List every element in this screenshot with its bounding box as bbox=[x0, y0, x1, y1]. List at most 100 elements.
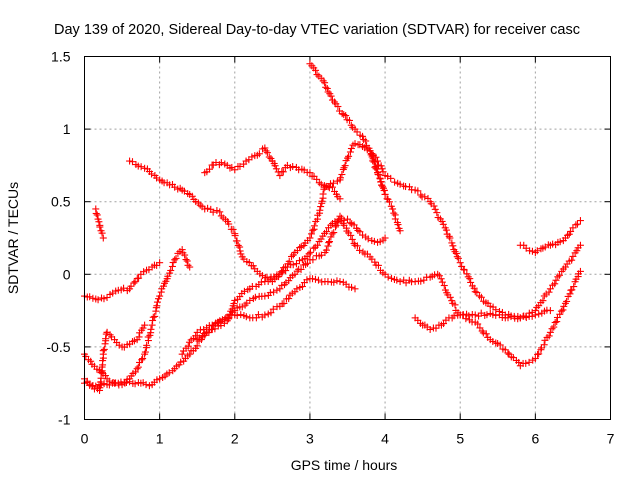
track-g-sample bbox=[137, 163, 145, 171]
track-i-sample bbox=[559, 306, 567, 314]
track-l-point bbox=[381, 190, 389, 198]
track-c-sample bbox=[131, 368, 139, 376]
track-i-sample bbox=[322, 246, 330, 254]
track-g-sample bbox=[148, 170, 156, 178]
track-i-sample bbox=[393, 276, 401, 284]
track-c-sample bbox=[167, 267, 175, 275]
track-j-sample bbox=[463, 270, 471, 278]
track-j-point bbox=[471, 288, 479, 296]
track-h-point bbox=[317, 180, 325, 188]
track-i-point bbox=[261, 292, 269, 300]
track-c-sample bbox=[141, 348, 149, 356]
track-m-sample bbox=[504, 314, 512, 322]
track-c-point bbox=[156, 292, 164, 300]
track-j-point bbox=[546, 285, 554, 293]
track-j-point bbox=[576, 241, 584, 249]
track-j-sample bbox=[310, 222, 318, 230]
track-i-sample bbox=[330, 229, 338, 237]
track-f-point bbox=[126, 378, 134, 386]
track-g-point bbox=[344, 215, 351, 223]
track-c-sample bbox=[182, 256, 190, 264]
x-tick-label: 4 bbox=[381, 431, 389, 447]
track-i-point bbox=[246, 296, 254, 304]
track-c-sample bbox=[151, 312, 159, 320]
track-n-point bbox=[576, 217, 584, 225]
track-i-sample bbox=[522, 359, 530, 367]
track-i-sample bbox=[417, 277, 425, 285]
track-i-point bbox=[546, 328, 554, 336]
track-m-sample bbox=[432, 324, 440, 332]
track-g-sample bbox=[323, 228, 331, 236]
track-j-sample bbox=[317, 203, 325, 211]
track-i-sample bbox=[568, 286, 576, 294]
x-tick-label: 7 bbox=[607, 431, 615, 447]
track-f-sample bbox=[254, 311, 262, 319]
track-i-sample bbox=[384, 273, 392, 281]
track-c-sample bbox=[144, 333, 152, 341]
track-i-sample bbox=[388, 274, 396, 282]
track-j-sample bbox=[387, 174, 395, 182]
track-g-sample bbox=[225, 220, 233, 228]
track-i-sample bbox=[551, 318, 559, 326]
track-c-sample bbox=[184, 261, 192, 269]
data-points bbox=[81, 60, 584, 394]
track-f-point bbox=[156, 375, 164, 383]
track-f-sample bbox=[309, 275, 317, 283]
track-k-sample bbox=[327, 92, 335, 100]
track-g-point bbox=[313, 241, 321, 249]
track-c-sample bbox=[183, 257, 191, 265]
track-h-point bbox=[231, 166, 239, 174]
track-k-sample bbox=[322, 83, 330, 91]
track-l-point bbox=[396, 227, 404, 235]
track-j-sample bbox=[285, 257, 293, 265]
track-e-sample bbox=[139, 324, 147, 332]
track-j-sample bbox=[391, 178, 399, 186]
track-f-sample bbox=[269, 305, 277, 313]
track-j-sample bbox=[307, 230, 315, 238]
track-j-sample bbox=[430, 202, 438, 210]
track-g-sample bbox=[237, 250, 245, 258]
track-f-sample bbox=[193, 342, 201, 350]
track-i-sample bbox=[570, 283, 578, 291]
track-c-sample bbox=[149, 317, 157, 325]
track-c-sample bbox=[168, 262, 176, 270]
track-a-sample bbox=[135, 274, 143, 282]
x-tick-labels: 0 1 2 3 4 5 6 7 bbox=[81, 431, 615, 447]
track-a-sample bbox=[86, 293, 94, 301]
track-j-sample bbox=[573, 247, 581, 255]
track-g-sample bbox=[134, 162, 142, 170]
track-g-sample bbox=[233, 237, 241, 245]
axis-ticks bbox=[84, 56, 611, 420]
track-n-sample bbox=[533, 247, 541, 255]
track-i-sample bbox=[566, 290, 574, 298]
track-c-point bbox=[178, 246, 186, 254]
track-n-sample bbox=[564, 231, 572, 239]
track-i-sample bbox=[332, 223, 340, 231]
track-i-sample bbox=[557, 307, 565, 315]
track-i-sample bbox=[325, 239, 333, 247]
track-n-sample bbox=[573, 220, 581, 228]
track-h-sample bbox=[255, 150, 263, 158]
y-tick-label: 1.5 bbox=[51, 49, 71, 65]
track-j-sample bbox=[296, 244, 304, 252]
track-j-sample bbox=[442, 226, 450, 234]
track-l-sample bbox=[369, 157, 377, 165]
track-l-sample bbox=[377, 178, 385, 186]
track-h-sample bbox=[289, 163, 297, 171]
track-f-sample bbox=[330, 278, 338, 286]
track-c-sample bbox=[138, 356, 146, 364]
track-j-sample bbox=[477, 293, 485, 301]
x-tick-label: 5 bbox=[456, 431, 464, 447]
track-j-point bbox=[561, 263, 569, 271]
track-h-sample bbox=[265, 153, 273, 161]
track-a-sample bbox=[140, 268, 148, 276]
track-g-sample bbox=[209, 208, 217, 216]
track-h-sample bbox=[279, 168, 287, 176]
track-f-sample bbox=[311, 275, 319, 283]
track-i-point bbox=[178, 350, 186, 358]
track-l-sample bbox=[370, 158, 378, 166]
track-c-sample bbox=[149, 313, 157, 321]
track-i-sample bbox=[251, 293, 259, 301]
track-i-sample bbox=[270, 288, 278, 296]
track-j-sample bbox=[545, 288, 553, 296]
